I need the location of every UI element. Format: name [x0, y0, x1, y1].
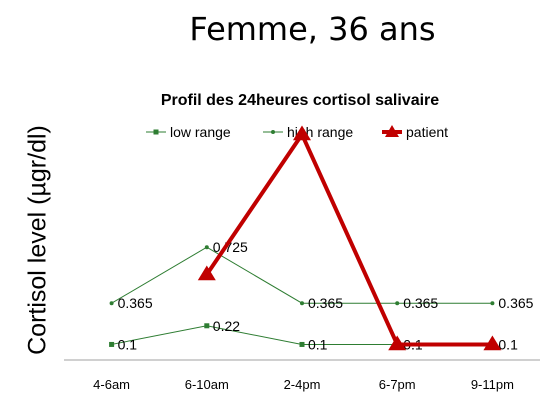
data-point-patient	[197, 265, 216, 281]
data-point-low	[299, 341, 305, 347]
data-point-high	[204, 245, 209, 250]
data-label-high: 0.365	[118, 295, 153, 311]
legend-label: low range	[170, 124, 231, 140]
data-point-patient	[293, 125, 311, 141]
series-low: 0.10.220.1 0.1 0.1	[109, 318, 518, 352]
legend-label: patient	[406, 124, 448, 140]
data-label-low: 0.1	[498, 336, 518, 352]
data-point-low	[204, 323, 210, 329]
data-label-low: 0.1	[308, 336, 328, 352]
legend-swatch-marker	[153, 129, 159, 135]
data-point-patient	[483, 335, 502, 351]
data-point-patient	[388, 335, 407, 351]
data-label-high: 0.365	[403, 295, 438, 311]
legend-swatch-marker	[385, 125, 399, 137]
data-point-low	[109, 341, 115, 347]
data-label-low: 0.1	[118, 336, 138, 352]
legend-item-patient: patient	[382, 124, 448, 140]
data-point-high	[395, 301, 400, 306]
slide-title: Femme, 36 ans	[189, 10, 436, 48]
legend-item-low: low range	[146, 124, 231, 140]
legend-swatch-marker	[271, 130, 275, 134]
x-tick-label: 2-4pm	[284, 377, 321, 392]
series-line-low	[111, 325, 493, 345]
x-tick-label: 6-10am	[185, 377, 229, 392]
x-tick-label: 4-6am	[93, 377, 130, 392]
legend: low range high range patient	[146, 124, 448, 140]
chart-title: Profil des 24heures cortisol salivaire	[161, 92, 439, 109]
x-tick-label: 6-7pm	[379, 377, 416, 392]
data-label-high: 0.365	[498, 295, 533, 311]
x-tick-label: 9-11pm	[471, 377, 514, 392]
data-point-high	[109, 301, 114, 306]
data-label-high: 0.365	[308, 295, 343, 311]
series-line-patient	[205, 130, 493, 347]
data-label-low: 0.22	[213, 318, 240, 334]
plot-area: 4-6am 6-10am 2-4pm 6-7pm 9-11pm 0.1 0.22 0.1 0.1…	[64, 125, 540, 392]
data-point-high	[490, 301, 495, 306]
data-point-high	[300, 301, 304, 306]
series-patient	[197, 125, 502, 351]
